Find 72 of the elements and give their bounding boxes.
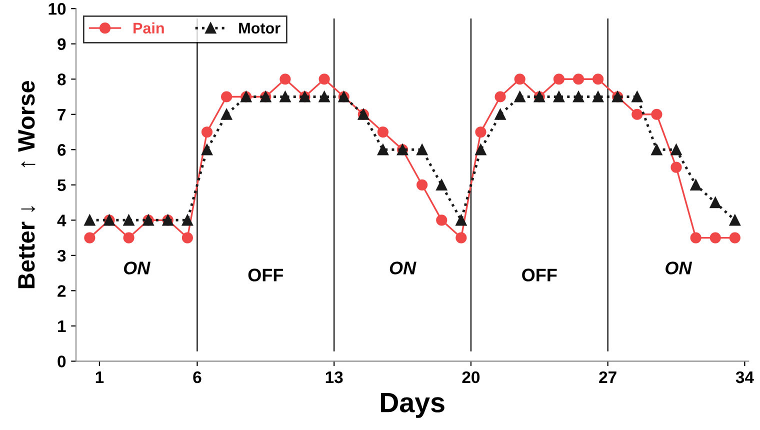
point <box>377 126 389 138</box>
y-tick-label: 4 <box>57 214 66 226</box>
point <box>84 232 96 244</box>
point <box>670 162 682 173</box>
y-tick-label: 9 <box>58 38 66 50</box>
y-tick-label: 3 <box>57 250 66 262</box>
point <box>123 232 134 244</box>
annotation: ON <box>390 262 416 274</box>
y-tick-label: 10 <box>48 3 66 15</box>
point <box>456 214 467 226</box>
x-tick-label: 20 <box>462 371 480 384</box>
point <box>416 179 428 190</box>
annotation: OFF <box>248 268 284 282</box>
point <box>220 91 232 102</box>
point <box>280 74 291 85</box>
point <box>592 91 604 102</box>
point <box>280 91 291 102</box>
annotation: ON <box>124 262 150 274</box>
point <box>670 144 682 156</box>
point <box>416 144 428 156</box>
point <box>220 108 232 120</box>
y-tick-label: 6 <box>58 144 66 156</box>
y-tick-label: 5 <box>58 179 66 192</box>
x-tick-label: 6 <box>193 371 202 384</box>
y-tick-label: 0 <box>58 356 66 368</box>
point <box>514 91 526 102</box>
point <box>182 232 194 244</box>
y-axis-title: Better ↓ ↑ Worse <box>18 80 36 288</box>
point <box>572 74 584 85</box>
point <box>729 232 740 244</box>
x-tick-label: 34 <box>736 371 754 384</box>
point <box>690 232 702 244</box>
point <box>318 74 330 85</box>
point <box>553 91 564 102</box>
point <box>84 214 96 226</box>
point <box>475 126 486 138</box>
x-tick-label: 13 <box>326 371 343 384</box>
annotation: OFF <box>522 268 557 282</box>
point <box>377 144 389 156</box>
point <box>182 214 194 226</box>
y-tick-label: 8 <box>58 74 66 86</box>
point <box>475 144 486 156</box>
x-tick-label: 1 <box>96 372 104 383</box>
point <box>632 91 643 102</box>
point <box>436 214 448 226</box>
point <box>123 214 134 226</box>
point <box>572 91 584 102</box>
y-tick-label: 1 <box>58 320 66 332</box>
legend-label: Pain <box>134 22 164 34</box>
point <box>456 232 467 244</box>
point <box>632 108 643 120</box>
point <box>710 232 721 244</box>
point <box>592 74 604 85</box>
point <box>553 74 564 85</box>
point <box>436 179 448 190</box>
point <box>514 74 526 85</box>
y-tick-label: 2 <box>58 285 66 297</box>
point <box>201 144 213 156</box>
point <box>710 196 721 208</box>
point <box>201 126 213 138</box>
point <box>651 144 662 156</box>
legend-label: Motor <box>239 22 280 34</box>
point <box>651 108 662 120</box>
x-tick-label: 27 <box>599 371 616 383</box>
y-tick-label: 7 <box>58 108 66 120</box>
x-axis-title: Days <box>380 393 444 418</box>
point <box>494 91 506 102</box>
point <box>690 179 702 190</box>
point <box>729 214 740 226</box>
point <box>494 108 506 120</box>
annotation: ON <box>666 262 692 274</box>
point <box>318 91 330 102</box>
